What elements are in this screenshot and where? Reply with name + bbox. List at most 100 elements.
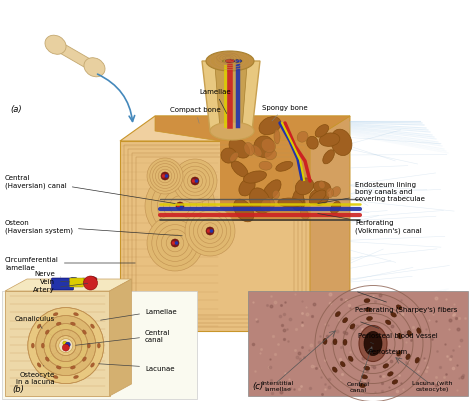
Polygon shape — [310, 117, 350, 341]
Ellipse shape — [91, 324, 94, 328]
Ellipse shape — [231, 162, 248, 178]
Text: Lamellae: Lamellae — [100, 308, 177, 320]
Text: Canaliculus: Canaliculus — [15, 315, 55, 328]
Ellipse shape — [359, 326, 387, 362]
Ellipse shape — [415, 357, 419, 363]
Ellipse shape — [315, 125, 328, 138]
Text: Circumferential
lamellae: Circumferential lamellae — [5, 257, 135, 270]
Circle shape — [28, 308, 104, 384]
Ellipse shape — [262, 180, 281, 201]
Ellipse shape — [230, 153, 238, 162]
Circle shape — [83, 276, 98, 290]
Text: Perforating
(Volkmann's) canal: Perforating (Volkmann's) canal — [318, 214, 422, 233]
Ellipse shape — [82, 330, 86, 334]
Ellipse shape — [259, 162, 272, 171]
Ellipse shape — [362, 375, 367, 379]
Circle shape — [161, 172, 169, 180]
FancyBboxPatch shape — [2, 291, 197, 399]
Text: (a): (a) — [10, 105, 22, 114]
FancyBboxPatch shape — [248, 291, 468, 396]
Text: Interstitial
lamellae: Interstitial lamellae — [262, 380, 294, 391]
Ellipse shape — [331, 187, 341, 197]
Circle shape — [210, 230, 213, 233]
Ellipse shape — [297, 132, 308, 143]
Polygon shape — [220, 142, 310, 221]
Ellipse shape — [261, 139, 275, 153]
Circle shape — [36, 316, 96, 376]
Ellipse shape — [264, 150, 276, 160]
Ellipse shape — [234, 60, 242, 63]
Polygon shape — [120, 142, 310, 331]
Ellipse shape — [53, 313, 58, 316]
Ellipse shape — [274, 130, 280, 145]
Ellipse shape — [53, 375, 58, 379]
FancyBboxPatch shape — [52, 278, 73, 290]
Text: Periosteal blood vessel: Periosteal blood vessel — [358, 322, 438, 338]
Ellipse shape — [91, 363, 94, 367]
Ellipse shape — [243, 172, 266, 184]
Circle shape — [62, 344, 69, 351]
Ellipse shape — [73, 313, 78, 316]
Ellipse shape — [365, 308, 371, 312]
Circle shape — [185, 207, 235, 256]
Circle shape — [206, 227, 214, 235]
Text: Osteocyte
in a lacuna: Osteocyte in a lacuna — [17, 366, 55, 384]
Ellipse shape — [272, 190, 280, 199]
Ellipse shape — [37, 324, 41, 328]
Ellipse shape — [295, 178, 314, 195]
Ellipse shape — [84, 59, 105, 78]
Circle shape — [65, 342, 70, 347]
Text: Lamellae: Lamellae — [199, 89, 231, 114]
Ellipse shape — [364, 299, 370, 303]
Ellipse shape — [397, 350, 401, 356]
Ellipse shape — [385, 320, 391, 325]
Ellipse shape — [31, 343, 34, 348]
Ellipse shape — [359, 384, 365, 388]
Ellipse shape — [406, 354, 410, 360]
Ellipse shape — [87, 343, 91, 348]
Circle shape — [63, 341, 67, 345]
Ellipse shape — [70, 277, 78, 281]
Ellipse shape — [326, 188, 334, 198]
Polygon shape — [5, 279, 131, 291]
Ellipse shape — [45, 36, 66, 55]
Polygon shape — [215, 67, 247, 130]
Circle shape — [50, 330, 82, 362]
Text: Spongy bone: Spongy bone — [262, 105, 308, 122]
Ellipse shape — [234, 200, 254, 222]
Ellipse shape — [56, 322, 61, 326]
Ellipse shape — [417, 328, 421, 334]
Ellipse shape — [46, 330, 49, 334]
Circle shape — [56, 336, 76, 356]
Ellipse shape — [407, 331, 411, 336]
Ellipse shape — [71, 366, 75, 369]
Ellipse shape — [310, 190, 326, 205]
Ellipse shape — [87, 277, 97, 282]
Ellipse shape — [239, 179, 255, 196]
Ellipse shape — [335, 312, 340, 317]
Text: Vein: Vein — [40, 278, 70, 284]
Ellipse shape — [348, 356, 353, 362]
Ellipse shape — [292, 196, 305, 211]
Ellipse shape — [343, 339, 347, 345]
Ellipse shape — [333, 339, 337, 345]
Ellipse shape — [319, 134, 340, 147]
Circle shape — [207, 230, 210, 233]
Ellipse shape — [366, 317, 373, 321]
Circle shape — [162, 175, 165, 178]
Circle shape — [172, 241, 175, 245]
Polygon shape — [202, 62, 260, 132]
FancyBboxPatch shape — [70, 278, 83, 287]
Ellipse shape — [210, 123, 254, 141]
Polygon shape — [155, 117, 350, 142]
Ellipse shape — [71, 322, 75, 326]
Circle shape — [175, 241, 178, 245]
Ellipse shape — [221, 149, 237, 164]
Ellipse shape — [323, 338, 327, 344]
Ellipse shape — [251, 146, 262, 157]
Ellipse shape — [364, 366, 370, 370]
Ellipse shape — [313, 182, 331, 194]
Ellipse shape — [37, 363, 41, 367]
Circle shape — [145, 172, 215, 241]
Ellipse shape — [278, 198, 302, 208]
